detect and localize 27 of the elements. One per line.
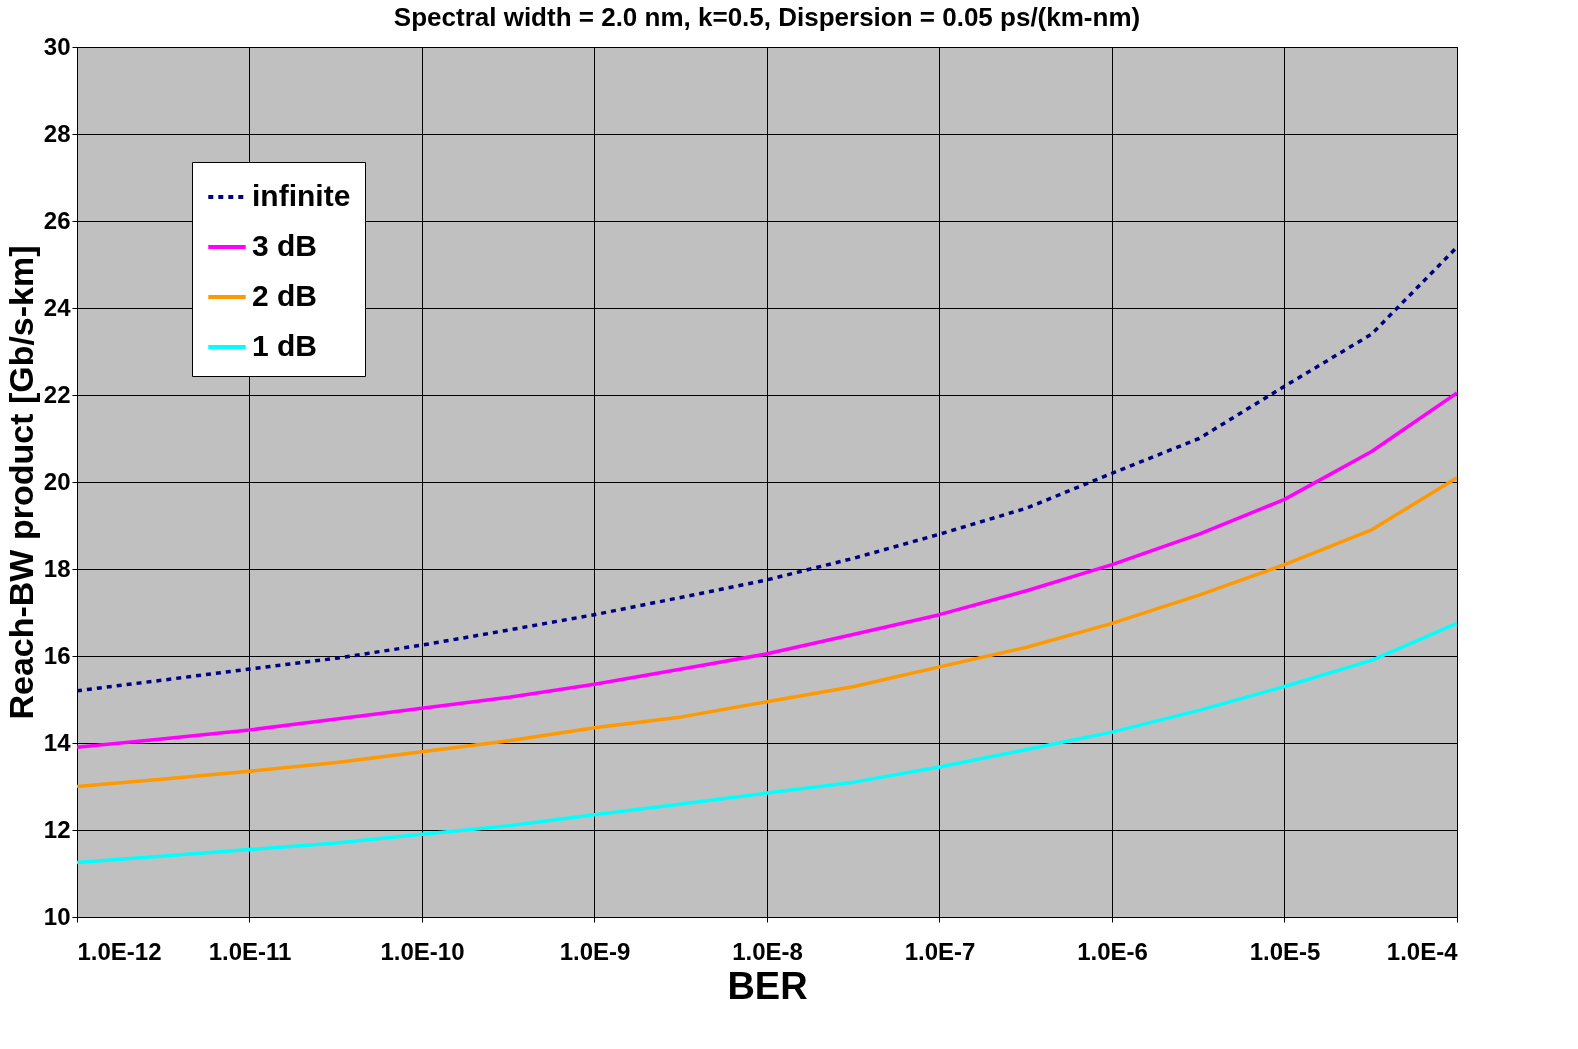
- y-tick-label: 20: [43, 467, 71, 495]
- legend-label: 3 dB: [252, 229, 318, 262]
- y-tick-label: 12: [43, 815, 71, 843]
- chart-title: Spectral width = 2.0 nm, k=0.5, Dispersion = 0.05 ps/(km-nm): [393, 2, 1141, 32]
- legend-label: 2 dB: [252, 279, 318, 312]
- y-tick-label: 26: [43, 206, 71, 234]
- y-tick-label: 30: [43, 32, 71, 60]
- y-tick-label: 16: [43, 641, 71, 669]
- y-tick-label: 24: [43, 293, 72, 321]
- x-tick-label: 1.0E-8: [732, 937, 803, 965]
- x-tick-label: 1.0E-12: [77, 937, 162, 965]
- x-tick-label: 1.0E-9: [559, 937, 631, 965]
- x-tick-label: 1.0E-10: [380, 937, 465, 965]
- y-tick-label: 18: [43, 554, 71, 582]
- x-tick-label: 1.0E-6: [1077, 937, 1148, 965]
- x-tick-label: 1.0E-4: [1386, 937, 1459, 965]
- y-tick-label: 28: [43, 119, 71, 147]
- x-tick-label: 1.0E-5: [1249, 937, 1321, 965]
- y-tick-label: 14: [43, 728, 72, 756]
- y-tick-label: 22: [43, 380, 71, 408]
- y-tick-label: 10: [43, 902, 71, 930]
- x-axis-title: BER: [727, 964, 808, 1007]
- x-tick-label: 1.0E-7: [904, 937, 976, 965]
- legend-label: 1 dB: [252, 329, 318, 362]
- x-tick-label: 1.0E-11: [208, 937, 292, 965]
- legend-label: infinite: [252, 179, 351, 212]
- y-axis-title: Reach-BW product [Gb/s-km]: [1, 245, 40, 720]
